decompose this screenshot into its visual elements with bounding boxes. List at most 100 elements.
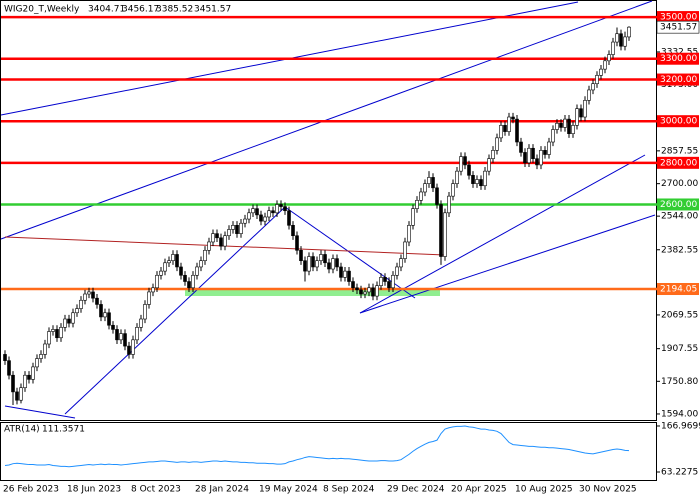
candle-body [379, 277, 383, 286]
candle-body [107, 312, 111, 326]
current-price: 3451.57 [660, 23, 697, 33]
candle-body [583, 100, 587, 118]
candle-body [351, 281, 355, 289]
candle-body [295, 235, 299, 251]
candle-body [591, 83, 595, 91]
candle-body [363, 291, 367, 295]
level-label: 2194.05 [660, 285, 697, 295]
x-tick-label: 26 Feb 2023 [3, 485, 59, 495]
candle-body [15, 391, 19, 401]
candle-body [247, 212, 251, 220]
candle-body [231, 225, 235, 230]
level-label-box [657, 11, 699, 24]
candle-body [287, 210, 291, 226]
candle-body [219, 237, 223, 247]
candle-body [183, 274, 187, 282]
trend-line [64, 206, 286, 415]
candle-body [95, 297, 99, 305]
candle-body [343, 270, 347, 278]
candle-body [587, 89, 591, 101]
candle-body [307, 256, 311, 272]
candle-body [199, 260, 203, 268]
candle-body [7, 360, 11, 376]
candle-body [487, 158, 491, 172]
candle-body [235, 225, 239, 234]
candle-body [19, 387, 23, 401]
candle-body [451, 183, 455, 197]
y-tick-label: 2069.55 [661, 310, 698, 320]
candle-body [467, 164, 471, 176]
candle-body [71, 312, 75, 324]
candle-body [203, 249, 207, 262]
candle-body [51, 329, 55, 332]
candle-body [523, 152, 527, 164]
level-label-box [657, 73, 699, 86]
candle-body [139, 318, 143, 328]
y-tick-label: 3332.55 [661, 47, 698, 57]
candle-body [515, 118, 519, 143]
candle-body [547, 141, 551, 155]
candle-body [31, 366, 35, 380]
candle-body [271, 210, 275, 214]
candle-body [27, 374, 31, 380]
candle-body [575, 108, 579, 126]
candle-body [559, 122, 563, 128]
x-tick-label: 20 Apr 2025 [451, 485, 507, 495]
candle-body [479, 179, 483, 187]
level-label: 2600.00 [660, 200, 697, 210]
last-open: 3404.71 [88, 5, 125, 15]
candle-body [431, 177, 435, 189]
candle-body [627, 26, 631, 38]
candle-body [171, 254, 175, 262]
candle-body [459, 156, 463, 172]
candle-body [527, 147, 531, 164]
candle-body [435, 187, 439, 205]
level-label-box [657, 198, 699, 211]
candle-body [571, 125, 575, 134]
candle-body [175, 254, 179, 268]
x-tick-label: 8 Oct 2023 [131, 485, 181, 495]
main-panel [0, 0, 657, 421]
candle-body [551, 129, 555, 143]
candle-body [419, 191, 423, 201]
trend-line [359, 154, 646, 314]
candle-body [323, 254, 327, 264]
candle-body [55, 329, 59, 339]
candle-body [335, 258, 339, 268]
candle-body [191, 274, 195, 289]
candle-body [511, 116, 515, 120]
x-tick-label: 19 May 2024 [259, 485, 318, 495]
candle-body [503, 125, 507, 132]
candle-body [355, 287, 359, 291]
candle-body [167, 260, 171, 264]
candle-body [87, 291, 91, 295]
candle-body [275, 204, 279, 214]
candle-body [615, 33, 619, 43]
candle-body [387, 281, 391, 289]
candle-body [579, 108, 583, 118]
candle-body [223, 235, 227, 247]
candle-body [103, 312, 107, 318]
candle-body [211, 233, 215, 243]
candle-body [99, 304, 103, 318]
candle-body [395, 266, 399, 276]
atr-panel [0, 422, 657, 481]
price-label-box [656, 20, 700, 34]
candle-body [127, 345, 131, 355]
indicator-value: 111.3571 [42, 425, 85, 435]
candle-body [243, 218, 247, 224]
x-tick-label: 18 Jun 2023 [67, 485, 121, 495]
x-tick-label: 30 Nov 2025 [579, 485, 637, 495]
indicator-name: ATR(14) [4, 425, 40, 435]
candle-body [35, 358, 39, 368]
candle-body [315, 260, 319, 268]
candle-body [83, 293, 87, 301]
candle-body [383, 277, 387, 282]
candle-body [123, 333, 127, 347]
y-tick-label: 2544.00 [661, 212, 698, 222]
candle-body [543, 150, 547, 155]
candle-body [531, 147, 535, 159]
candle-body [311, 256, 315, 268]
candle-body [555, 122, 559, 130]
